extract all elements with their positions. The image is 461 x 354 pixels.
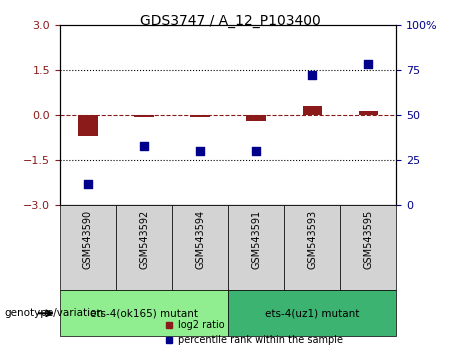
Bar [247, 115, 266, 121]
FancyBboxPatch shape [60, 205, 116, 290]
Point [309, 73, 316, 78]
Point [140, 143, 148, 149]
Text: GSM543592: GSM543592 [139, 210, 149, 269]
Point [253, 148, 260, 154]
Text: ets-4(ok165) mutant: ets-4(ok165) mutant [90, 308, 198, 318]
Text: GSM543595: GSM543595 [363, 210, 373, 269]
Legend: log2 ratio, percentile rank within the sample: log2 ratio, percentile rank within the s… [160, 316, 347, 349]
Text: GSM543591: GSM543591 [251, 210, 261, 269]
Text: GDS3747 / A_12_P103400: GDS3747 / A_12_P103400 [140, 14, 321, 28]
FancyBboxPatch shape [228, 205, 284, 290]
Text: GSM543593: GSM543593 [307, 210, 317, 269]
Bar [190, 115, 210, 116]
Bar [359, 110, 378, 115]
FancyBboxPatch shape [172, 205, 228, 290]
FancyBboxPatch shape [228, 290, 396, 336]
FancyBboxPatch shape [60, 290, 228, 336]
Text: GSM543590: GSM543590 [83, 210, 93, 269]
Point [196, 148, 204, 154]
Bar [78, 115, 98, 136]
Text: genotype/variation: genotype/variation [5, 308, 104, 318]
Point [365, 62, 372, 67]
Bar [134, 115, 154, 116]
Point [84, 181, 92, 187]
Text: GSM543594: GSM543594 [195, 210, 205, 269]
FancyBboxPatch shape [284, 205, 340, 290]
FancyBboxPatch shape [340, 205, 396, 290]
FancyBboxPatch shape [116, 205, 172, 290]
Text: ets-4(uz1) mutant: ets-4(uz1) mutant [265, 308, 360, 318]
Bar [302, 106, 322, 115]
